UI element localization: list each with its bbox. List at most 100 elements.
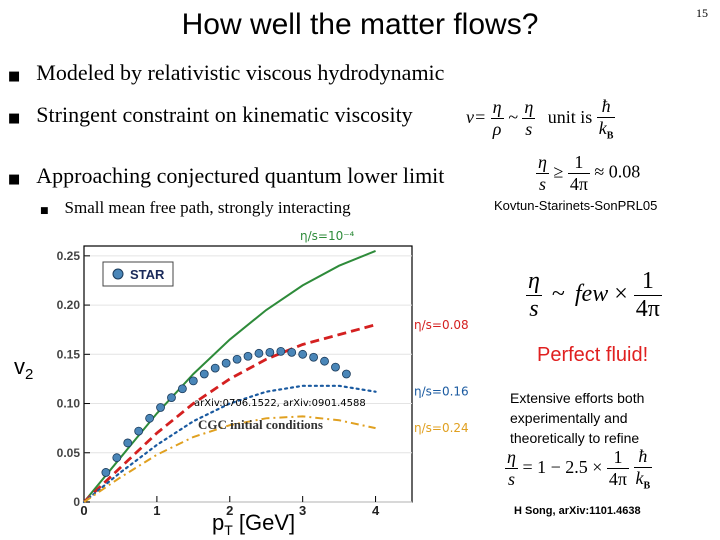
data-point xyxy=(265,347,275,357)
s-symbol: s xyxy=(525,119,533,140)
y-tick-label: 0.05 xyxy=(57,446,81,460)
kB-subscript: B xyxy=(643,480,651,492)
series-label: η/s=0.24 xyxy=(414,421,469,435)
unit-is-label: unit is xyxy=(547,106,593,127)
y-axis-label-sub: 2 xyxy=(25,366,33,383)
x-axis-label: pT [GeV] xyxy=(212,510,295,538)
v2-chart: 0 0.05 0.10 0.15 0.20 0.25 0 1 2 3 4 η/s=10⁻⁴ η/s=0… xyxy=(14,229,469,538)
bullet-square-icon: ■ xyxy=(8,69,21,84)
data-point xyxy=(287,347,297,357)
x-axis-label-main: p xyxy=(212,510,224,535)
four-pi: 4π xyxy=(635,296,660,322)
series-label: η/s=10⁻⁴ xyxy=(300,229,355,243)
bullet-2: ■ Stringent constraint on kinematic visc… xyxy=(8,102,413,128)
x-axis-label-unit: [GeV] xyxy=(233,510,295,535)
data-point xyxy=(243,351,253,361)
legend-marker xyxy=(112,268,124,280)
series-label: η/s=0.08 xyxy=(414,318,469,332)
kB-subscript: B xyxy=(606,130,614,142)
data-point xyxy=(331,362,340,372)
kB: k xyxy=(598,118,607,138)
chart-legend: STAR xyxy=(102,261,174,287)
approx-value: ≈ 0.08 xyxy=(594,161,641,182)
s-symbol: s xyxy=(529,296,539,322)
four-pi: 4π xyxy=(608,469,627,490)
hbar: ħ xyxy=(596,96,616,118)
data-point xyxy=(276,346,286,356)
page-number: 15 xyxy=(696,6,708,20)
one: 1 xyxy=(567,152,590,174)
data-point xyxy=(199,369,209,379)
kB: k xyxy=(635,468,644,488)
eta: η xyxy=(490,97,504,120)
cgc-annotation: CGC initial conditions xyxy=(198,417,323,432)
y-axis-label-main: v xyxy=(14,354,25,379)
data-point xyxy=(221,358,231,368)
geq-symbol: ≥ xyxy=(553,161,564,182)
nu-symbol: ν= xyxy=(466,106,487,127)
sim-symbol: ~ xyxy=(551,281,565,308)
data-point xyxy=(320,356,329,366)
y-tick-label: 0.25 xyxy=(57,249,81,263)
data-point xyxy=(309,352,319,362)
sub-bullet-text: Small mean free path, strongly interacti… xyxy=(64,198,351,217)
data-point xyxy=(101,468,111,477)
eta: η xyxy=(505,447,518,470)
data-point xyxy=(112,453,122,463)
data-point xyxy=(177,384,187,394)
series-line xyxy=(83,415,376,503)
series-label: η/s=0.16 xyxy=(414,385,469,399)
eta: η xyxy=(522,97,536,120)
data-point xyxy=(145,413,155,423)
x-axis-label-sub: T xyxy=(224,522,233,538)
bullet-3: ■ Approaching conjectured quantum lower … xyxy=(8,163,444,189)
x-tick-label: 3 xyxy=(299,503,306,518)
x-tick-label: 0 xyxy=(80,503,87,518)
x-tick-label: 1 xyxy=(153,503,160,518)
rho: ρ xyxy=(492,119,502,140)
bullet-square-icon: ■ xyxy=(8,172,21,187)
one: 1 xyxy=(633,268,662,296)
bullet-square-icon: ■ xyxy=(40,206,49,216)
data-point xyxy=(167,393,176,403)
kovtun-citation: Kovtun-Starinets-SonPRL05 xyxy=(494,198,658,213)
y-tick-label: 0.15 xyxy=(57,347,81,361)
eta: η xyxy=(526,268,542,296)
sub-bullet-1: ■ Small mean free path, strongly interac… xyxy=(40,198,351,218)
bullet-text: Approaching conjectured quantum lower li… xyxy=(36,163,445,188)
bullet-text: Modeled by relativistic viscous hydrodyn… xyxy=(36,60,445,85)
four-pi: 4π xyxy=(569,174,588,194)
data-point xyxy=(134,426,144,436)
eta: η xyxy=(536,152,549,174)
data-point xyxy=(210,363,220,373)
data-point xyxy=(156,403,165,412)
arxiv-citation: arXiv:0706.1522, arXiv:0901.4588 xyxy=(194,398,366,409)
y-tick-label: 0 xyxy=(73,495,80,509)
series-line xyxy=(83,249,376,503)
bullet-1: ■ Modeled by relativistic viscous hydrod… xyxy=(8,60,444,86)
x-tick-label: 2 xyxy=(226,503,233,518)
data-point xyxy=(298,349,308,359)
sim-symbol: ~ xyxy=(508,106,518,127)
x-tick-label: 4 xyxy=(372,503,380,518)
legend-label: STAR xyxy=(130,267,165,282)
data-point xyxy=(232,354,242,364)
data-point xyxy=(188,376,198,386)
series-line xyxy=(83,323,376,504)
bullet-text: Stringent constraint on kinematic viscos… xyxy=(36,102,413,127)
y-tick-label: 0.20 xyxy=(57,298,81,312)
few-word: few xyxy=(574,281,609,308)
song-citation: H Song, arXiv:1101.4638 xyxy=(514,505,641,517)
s-symbol: s xyxy=(538,174,546,194)
data-point xyxy=(341,369,351,379)
extensive-efforts-text: Extensive efforts both experimentally an… xyxy=(510,390,645,446)
hbar: ħ xyxy=(633,446,653,468)
series-line xyxy=(82,384,377,504)
perfect-fluid-text: Perfect fluid! xyxy=(537,344,649,366)
times-symbol: × xyxy=(614,281,628,308)
one: 1 xyxy=(606,447,629,470)
data-point xyxy=(123,438,133,448)
